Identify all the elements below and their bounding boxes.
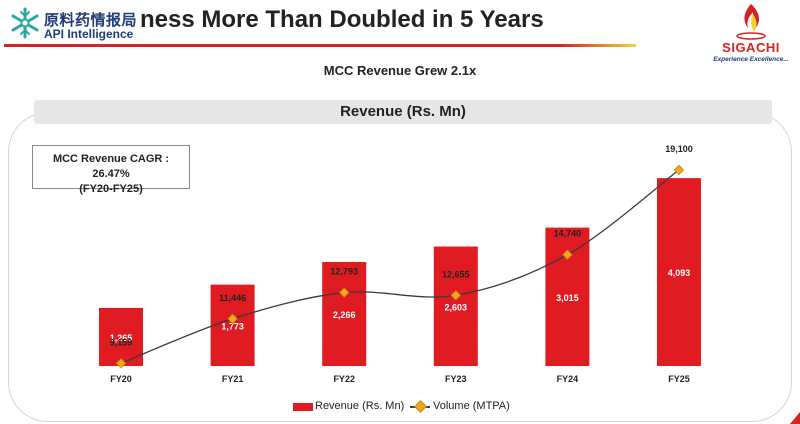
volume-marker-fy24 [562, 249, 573, 260]
x-tick-label-fy24: FY24 [557, 374, 579, 384]
volume-marker-fy22 [339, 287, 350, 298]
revenue-bar-fy22 [322, 261, 367, 366]
volume-marker-fy21 [227, 313, 238, 324]
brand-tagline: Experience Excellence... [713, 56, 789, 63]
revenue-bar-fy21 [210, 284, 255, 366]
volume-line [120, 169, 680, 364]
legend-volume-label: Volume (MTPA) [433, 400, 510, 412]
corner-accent [790, 412, 800, 424]
x-tick-label-fy22: FY22 [333, 374, 355, 384]
revenue-value-label-fy25: 4,093 [668, 268, 691, 278]
revenue-value-label-fy23: 2,603 [445, 302, 468, 312]
chart-title: Revenue (Rs. Mn) [34, 100, 772, 124]
page-title: ness More Than Doubled in 5 Years [140, 6, 544, 33]
volume-marker-fy23 [450, 290, 461, 301]
volume-marker-fy25 [673, 164, 685, 176]
revenue-bar-fy23 [433, 246, 478, 366]
x-tick-label-fy23: FY23 [445, 374, 467, 384]
volume-marker-fy20 [115, 358, 127, 369]
x-tick-label-fy25: FY25 [668, 374, 690, 384]
flame-logo-icon [736, 4, 766, 40]
revenue-value-label-fy24: 3,015 [556, 293, 579, 303]
legend-revenue-swatch [293, 403, 313, 411]
logo-english-text: API Intelligence [44, 27, 134, 41]
revenue-bar-fy25 [657, 178, 701, 366]
volume-value-label-fy24: 14,740 [554, 229, 582, 239]
snowflake-logo-icon [11, 7, 39, 39]
cagr-line-1: MCC Revenue CAGR : 26.47% [52, 153, 170, 180]
sigachi-logo: SIGACHI Experience Excellence... [706, 2, 796, 64]
volume-value-label-fy21: 11,446 [219, 293, 246, 303]
cagr-callout: MCC Revenue CAGR : 26.47% (FY20-FY25) [32, 145, 190, 195]
revenue-value-label-fy21: 1,773 [221, 321, 244, 331]
revenue-value-label-fy22: 2,266 [333, 310, 356, 320]
volume-value-label-fy25: 19,100 [665, 144, 693, 154]
slide-subtitle: MCC Revenue Grew 2.1x [323, 63, 477, 78]
volume-value-label-fy23: 12,655 [442, 269, 470, 279]
x-tick-label-fy20: FY20 [110, 374, 132, 384]
cagr-line-2: (FY20-FY25) [79, 183, 143, 195]
api-intelligence-logo: 原料药情报局 API Intelligence [4, 4, 139, 44]
x-tick-label-fy21: FY21 [222, 374, 244, 384]
revenue-bar-fy20 [99, 307, 143, 366]
revenue-value-label-fy20: 1,265 [110, 333, 133, 343]
legend-revenue-label: Revenue (Rs. Mn) [315, 400, 405, 412]
volume-value-label-fy22: 12,793 [330, 267, 358, 277]
title-underline [4, 44, 636, 47]
logo-chinese-text: 原料药情报局 [44, 11, 138, 29]
volume-value-label-fy20: 9,159 [110, 337, 133, 347]
brand-name: SIGACHI [722, 40, 780, 55]
